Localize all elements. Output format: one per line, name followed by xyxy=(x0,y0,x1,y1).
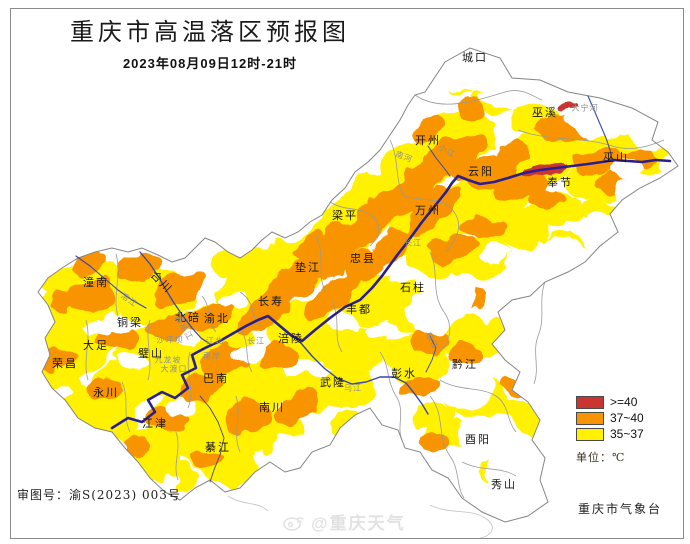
yangtze-river xyxy=(110,158,672,430)
legend: >=40 37~40 35~37 单位：℃ xyxy=(576,394,644,465)
legend-label: 35~37 xyxy=(610,427,644,441)
map-approval-number: 审图号：渝S(2023) 003号 xyxy=(17,488,181,502)
legend-row: >=40 xyxy=(576,394,644,410)
legend-label: 37~40 xyxy=(610,411,644,425)
watermark-text: @重庆天气 xyxy=(311,514,406,533)
yujiang-river xyxy=(425,335,437,373)
district-boundaries xyxy=(85,90,665,499)
page-title: 重庆市高温落区预报图 xyxy=(70,18,350,46)
map-frame-border xyxy=(10,8,684,539)
title-block: 重庆市高温落区预报图 2023年08月09日12时-21时 xyxy=(30,12,390,72)
wujiang-river xyxy=(299,341,429,415)
fujiang-river xyxy=(75,255,147,309)
forecast-period: 2023年08月09日12时-21时 xyxy=(122,56,298,71)
weibo-watermark: @重庆天气 xyxy=(283,509,406,534)
legend-swatch-yellow xyxy=(576,427,604,441)
legend-row: 35~37 xyxy=(576,426,644,442)
legend-row: 37~40 xyxy=(576,410,644,426)
rivers xyxy=(75,95,672,483)
legend-swatch-orange xyxy=(576,411,604,425)
qijiang-river xyxy=(199,395,225,483)
legend-unit: 单位：℃ xyxy=(576,451,626,464)
legend-swatch-red xyxy=(576,395,604,409)
weibo-icon xyxy=(283,516,304,531)
legend-label: >=40 xyxy=(610,395,638,409)
jialing-river xyxy=(139,251,211,345)
daning-river xyxy=(587,95,613,161)
agency-name: 重庆市气象台 xyxy=(578,502,663,516)
neighbor-boundaries xyxy=(227,495,493,539)
xiaojiang-river xyxy=(427,145,451,177)
